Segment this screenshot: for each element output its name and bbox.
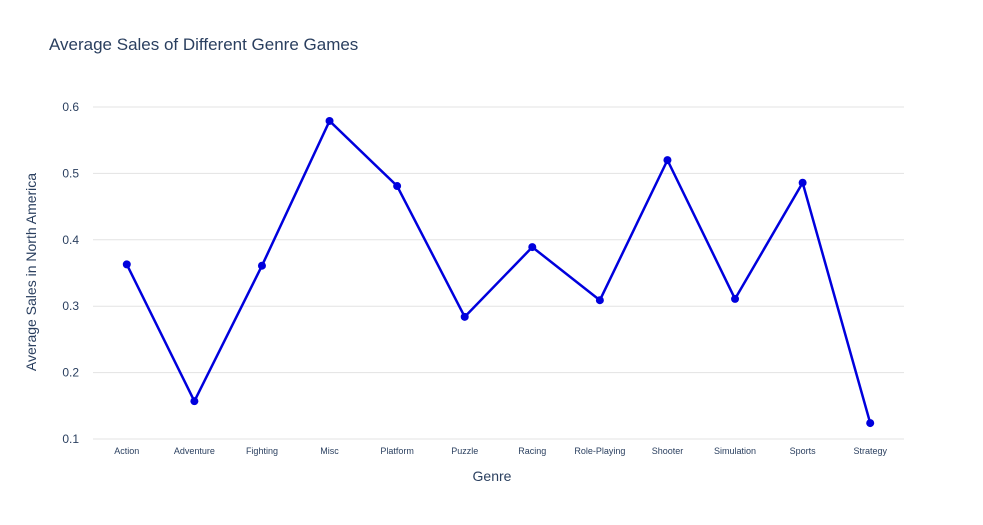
x-tick-label: Racing: [518, 446, 546, 456]
x-tick-label: Sports: [790, 446, 817, 456]
x-tick-label: Misc: [320, 446, 339, 456]
gridlines: [93, 106, 904, 440]
x-tick-label: Fighting: [246, 446, 278, 456]
series-layer: [122, 116, 875, 428]
x-tick-label: Puzzle: [451, 446, 478, 456]
data-point[interactable]: [595, 296, 604, 305]
y-tick-label: 0.6: [62, 100, 79, 114]
data-point[interactable]: [190, 397, 199, 406]
y-tick-label: 0.2: [62, 366, 79, 380]
x-tick-label: Role-Playing: [574, 446, 625, 456]
x-tick-label: Action: [114, 446, 139, 456]
y-tick-label: 0.1: [62, 432, 79, 446]
data-point[interactable]: [325, 116, 334, 125]
y-tick-label: 0.5: [62, 166, 79, 180]
data-point[interactable]: [257, 261, 266, 270]
chart-title: Average Sales of Different Genre Games: [49, 35, 358, 54]
data-point[interactable]: [866, 419, 875, 428]
data-point[interactable]: [393, 182, 402, 191]
x-tick-label: Simulation: [714, 446, 756, 456]
data-point[interactable]: [663, 156, 672, 165]
y-axis-ticks: 0.1 0.2 0.3 0.4 0.5 0.6: [62, 100, 79, 446]
data-point[interactable]: [528, 243, 537, 252]
y-tick-label: 0.3: [62, 299, 79, 313]
data-point[interactable]: [460, 312, 469, 321]
x-tick-label: Shooter: [652, 446, 684, 456]
y-axis-title: Average Sales in North America: [23, 173, 39, 371]
data-point[interactable]: [798, 178, 807, 187]
x-tick-label: Strategy: [853, 446, 887, 456]
data-point[interactable]: [731, 294, 740, 303]
x-axis-title: Genre: [473, 468, 512, 484]
x-tick-label: Adventure: [174, 446, 215, 456]
x-axis-ticks: Action Adventure Fighting Misc Platform Puzzl…: [114, 446, 887, 456]
x-tick-label: Platform: [380, 446, 414, 456]
y-tick-label: 0.4: [62, 233, 79, 247]
series-line: [125, 119, 872, 424]
data-point[interactable]: [122, 260, 131, 269]
